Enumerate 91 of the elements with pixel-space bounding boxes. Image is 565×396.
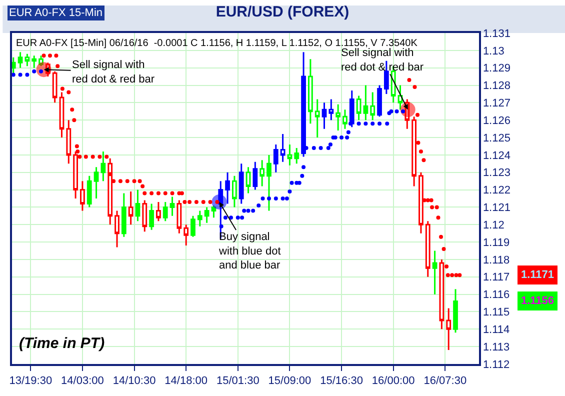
candlestick: [328, 98, 334, 121]
candlestick: [432, 250, 438, 296]
candlestick: [384, 60, 389, 95]
candlestick: [398, 84, 403, 110]
y-tick-label: 1.122: [482, 184, 510, 197]
candlestick: [142, 199, 148, 232]
candlestick: [370, 91, 376, 121]
candlestick: [287, 144, 292, 166]
candlestick: [32, 54, 37, 69]
y-tick-label: 1.117: [482, 272, 510, 284]
candlestick: [149, 202, 154, 231]
candlestick: [349, 90, 354, 128]
x-tick-label: 14/10:30: [112, 374, 156, 387]
candlestick: [80, 180, 85, 212]
candlestick: [24, 53, 30, 67]
y-tick-label: 1.127: [482, 98, 510, 110]
y-tick-label: 1.116: [482, 289, 510, 302]
x-tick-label: 16/00:00: [372, 374, 415, 387]
candlestick: [356, 94, 362, 121]
candlestick: [12, 56, 16, 76]
candlestick: [156, 201, 161, 222]
y-tick-label: 1.114: [482, 324, 510, 336]
candlestick: [246, 166, 251, 194]
candlestick: [446, 308, 452, 351]
candlestick: [128, 190, 134, 226]
x-tick-label: 16/07:30: [424, 374, 467, 387]
x-tick-label: 14/18:00: [164, 374, 208, 387]
y-tick-label: 1.123: [482, 167, 510, 180]
candlestick: [204, 206, 210, 224]
y-tick-label: 1.128: [482, 80, 510, 92]
text: 1.1171: [521, 269, 554, 281]
x-tick-label: 15/16:30: [320, 374, 363, 387]
annotation: Buy signal with blue dot and blue bar: [218, 231, 281, 272]
candlestick: [86, 175, 92, 208]
candlestick: [336, 104, 341, 132]
candlestick: [322, 102, 327, 130]
candlestick: [18, 51, 23, 69]
annotation: (Time in PT): [19, 335, 105, 352]
candlestick: [232, 175, 237, 208]
candlestick: [252, 161, 258, 191]
candlestick: [314, 98, 320, 138]
candlestick: [162, 201, 168, 222]
annotation: Sell signal with red dot & red bar: [72, 59, 155, 86]
candlestick: [190, 215, 196, 238]
candlestick: [377, 84, 382, 118]
y-tick-label: 1.13: [482, 45, 504, 58]
y-tick-label: 1.112: [482, 358, 510, 371]
x-tick-label: 15/09:00: [268, 374, 312, 387]
y-tick-label: 1.119: [482, 236, 510, 249]
annotation: Sell signal with red dot & red bar: [341, 47, 424, 74]
candlestick: [280, 133, 286, 163]
candlestick: [94, 166, 99, 200]
y-tick-label: 1.124: [482, 150, 510, 162]
text: EUR A0-FX [15-Min] 06/16/16 -0.0001 C 1.1156, H 1.1159, L 1.1152, O 1.1155, V 7.3540K: [16, 38, 418, 49]
candlestick: [114, 210, 120, 248]
text: EUR A0-FX 15-Min: [9, 7, 103, 19]
text: 1.1156: [521, 295, 554, 307]
y-tick-label: 1.131: [482, 28, 510, 40]
candlestick: [439, 258, 444, 330]
candlestick: [273, 144, 278, 174]
candlestick: [66, 119, 72, 164]
candlestick: [135, 189, 140, 222]
candlestick: [52, 70, 58, 104]
candlestick: [238, 162, 244, 204]
y-tick-label: 1.129: [482, 62, 510, 75]
candlestick: [453, 288, 458, 334]
candlestick: [225, 172, 230, 204]
candlestick: [121, 192, 126, 238]
candlestick: [170, 196, 175, 217]
chart-title: EUR/USD (FOREX): [216, 3, 350, 20]
candlestick: [211, 204, 216, 218]
candlestick: [59, 91, 64, 138]
y-tick-label: 1.125: [482, 132, 510, 144]
y-tick-label: 1.121: [482, 202, 510, 214]
y-tick-label: 1.12: [482, 219, 504, 232]
candlestick: [294, 147, 300, 164]
candlestick: [363, 84, 368, 121]
candlestick: [197, 210, 202, 228]
candlestick: [425, 220, 430, 278]
x-tick-label: 13/19:30: [9, 374, 52, 387]
y-tick-label: 1.113: [482, 341, 510, 354]
candlestick: [266, 154, 272, 212]
y-tick-label: 1.126: [482, 114, 510, 127]
x-tick-label: 15/01:30: [216, 374, 260, 387]
x-tick-label: 14/03:00: [61, 374, 104, 387]
candlestick: [308, 58, 313, 124]
candlestick: [184, 224, 189, 246]
candlestick: [342, 108, 348, 130]
candlestick: [260, 159, 265, 188]
y-tick-label: 1.115: [482, 306, 510, 319]
y-tick-label: 1.118: [482, 254, 510, 266]
